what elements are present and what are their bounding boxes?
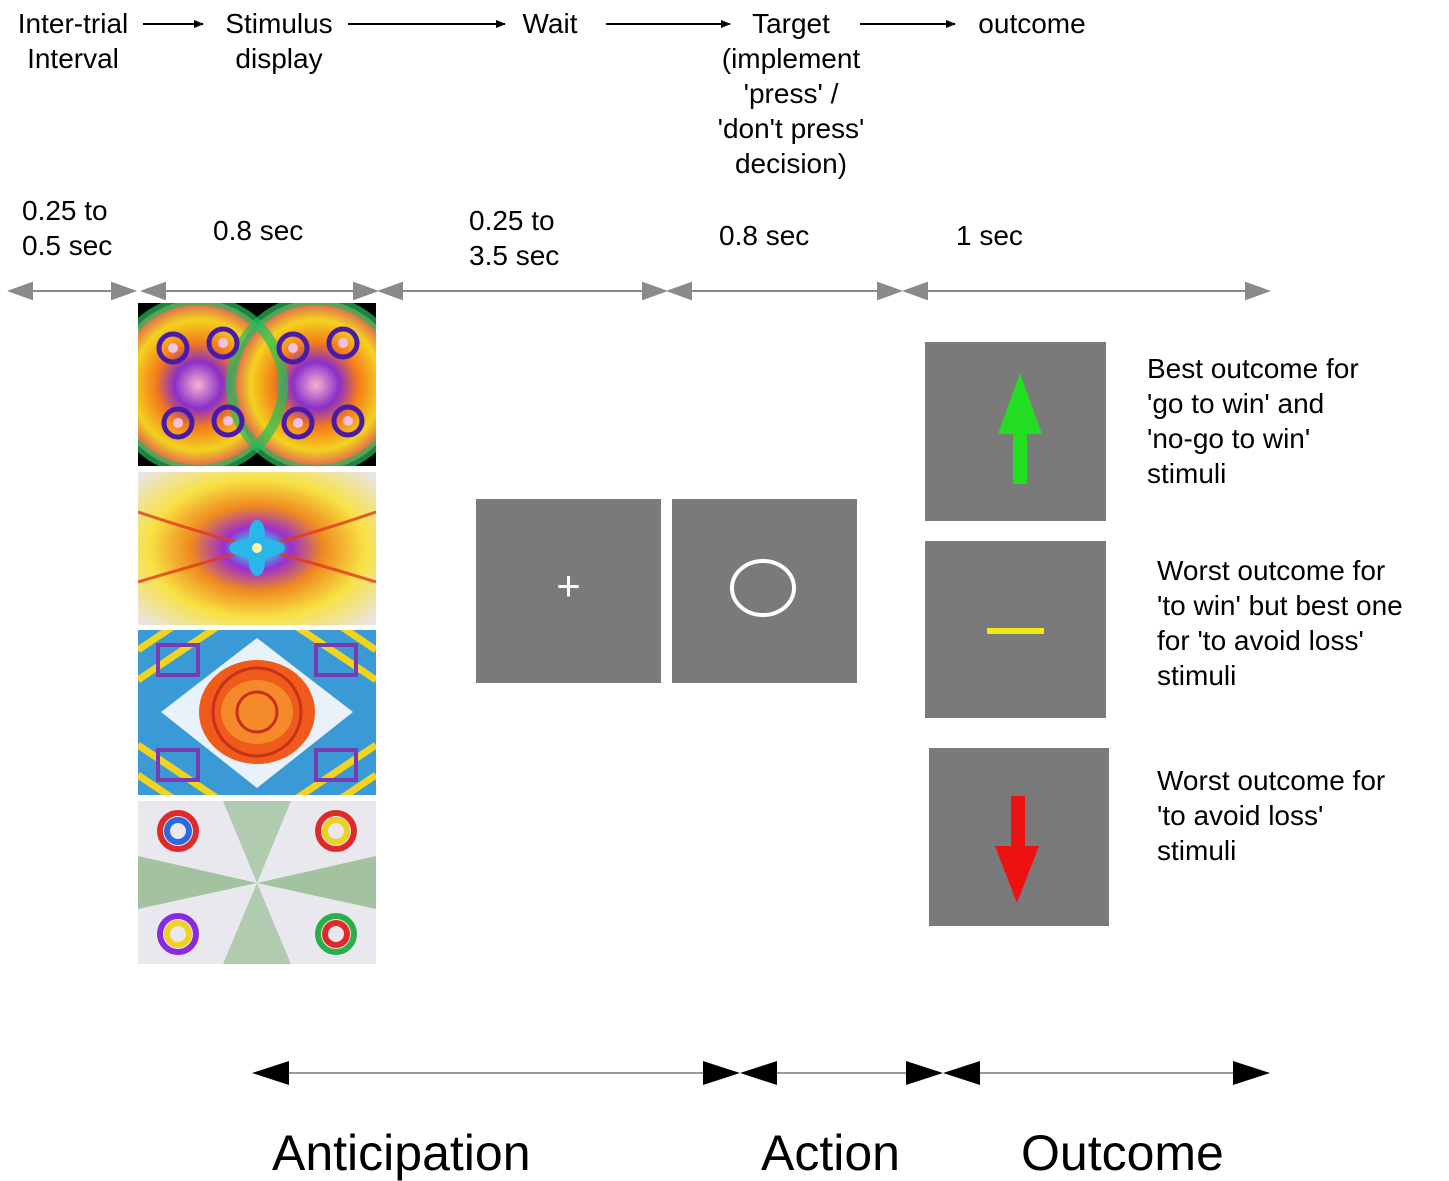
- duration-wait: 0.25 to 3.5 sec: [469, 205, 560, 271]
- outcome-description-3: Worst outcome for 'to avoid loss' stimul…: [1157, 765, 1386, 866]
- fractal-stimulus-image-1: [138, 303, 376, 466]
- duration-arrow-stimulus: [140, 281, 379, 301]
- stage-title-wait: Wait: [522, 8, 578, 39]
- red-down-arrow-icon: [995, 796, 1039, 903]
- phase-label-action: Action: [761, 1125, 900, 1181]
- stage-title-outcome: outcome: [978, 8, 1086, 39]
- fractal-stimulus-image-4: [138, 801, 376, 964]
- fractal-stimulus-image-2: [138, 472, 376, 625]
- phase-label-outcome: Outcome: [1021, 1125, 1224, 1181]
- phase-arrow-anticipation: [252, 1061, 740, 1085]
- outcome-screen-loss: [929, 748, 1109, 926]
- duration-arrow-wait: [377, 281, 668, 301]
- fractal-stimulus-image-3: [138, 630, 376, 795]
- duration-iti: 0.25 to 0.5 sec: [22, 195, 113, 261]
- target-circle-icon: [730, 559, 796, 617]
- phase-arrows: [252, 1061, 1270, 1085]
- phase-arrow-outcome: [943, 1061, 1270, 1085]
- outcome-screen-win: [925, 342, 1106, 521]
- duration-arrow-target: [666, 281, 903, 301]
- phase-label-anticipation: Anticipation: [272, 1125, 531, 1181]
- duration-target: 0.8 sec: [719, 220, 810, 251]
- outcome-description-2: Worst outcome for 'to win' but best one …: [1157, 555, 1403, 691]
- outcome-screen-neutral: [925, 541, 1106, 718]
- duration-arrow-iti: [7, 281, 137, 301]
- duration-arrow-outcome: [902, 281, 1271, 301]
- target-screen: [672, 499, 857, 683]
- wait-screen: +: [476, 499, 661, 683]
- yellow-bar-icon: [987, 628, 1044, 634]
- green-up-arrow-icon: [998, 373, 1042, 484]
- phase-arrow-action: [740, 1061, 943, 1085]
- duration-outcome: 1 sec: [956, 220, 1023, 251]
- outcome-description-1: Best outcome for 'go to win' and 'no-go …: [1147, 353, 1359, 489]
- stage-title-target: Target (implement 'press' / 'don't press…: [717, 8, 865, 179]
- duration-arrows: [7, 281, 1271, 301]
- stage-title-stimulus: Stimulus display: [225, 8, 333, 74]
- fixation-cross: +: [556, 562, 581, 609]
- duration-stimulus: 0.8 sec: [213, 215, 304, 246]
- stage-title-iti: Inter-trial Interval: [17, 8, 129, 74]
